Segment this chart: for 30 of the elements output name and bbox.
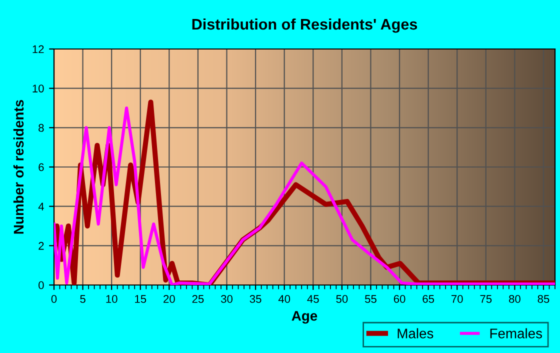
y-tick-label: 6 [38, 163, 44, 172]
y-tick-label: 8 [38, 124, 44, 132]
x-tick-label: 50 [336, 295, 348, 303]
y-tick-label: 12 [32, 45, 44, 54]
legend-label: Males [398, 328, 434, 338]
x-tick-label: 80 [508, 295, 520, 303]
x-axis-title: Age [292, 311, 318, 324]
x-tick-label: 40 [278, 295, 290, 303]
x-tick-label: 20 [164, 295, 175, 303]
x-tick-label: 85 [538, 295, 550, 303]
x-tick-label: 45 [307, 295, 319, 303]
x-tick-label: 55 [364, 295, 376, 303]
x-tick-label: 15 [135, 295, 146, 303]
y-tick-label: 0 [38, 281, 44, 290]
x-tick-label: 75 [480, 295, 492, 303]
x-tick-label: 60 [394, 295, 406, 303]
x-tick-label: 25 [192, 295, 204, 303]
y-tick-label: 10 [32, 84, 44, 92]
x-tick-label: 30 [221, 295, 233, 303]
legend-label: Females [490, 328, 542, 338]
y-tick-label: 2 [38, 242, 44, 250]
y-tick-label: 4 [38, 202, 44, 210]
chart-title: Distribution of Residents' Ages [192, 18, 418, 33]
x-tick-label: 10 [106, 295, 118, 303]
x-tick-label: 65 [422, 295, 434, 303]
x-tick-label: 35 [250, 295, 262, 303]
y-axis-title: Number of residents [13, 100, 24, 234]
x-tick-label: 70 [451, 295, 463, 303]
x-tick-label: 5 [80, 295, 86, 303]
x-tick-label: 0 [51, 295, 57, 303]
